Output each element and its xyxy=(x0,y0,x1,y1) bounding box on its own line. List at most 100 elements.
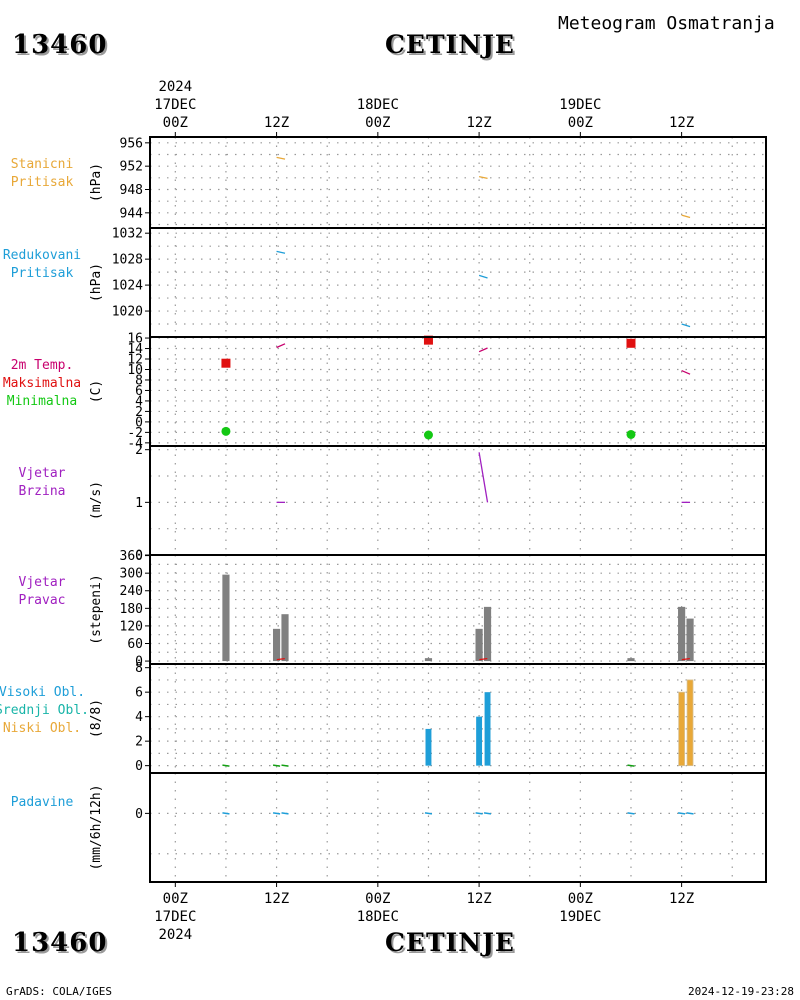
y-tick-label: 0 xyxy=(135,759,143,774)
panel-frame xyxy=(149,663,767,774)
data-segment xyxy=(681,214,691,219)
bottom-axis-hour-label: 12Z xyxy=(466,891,491,907)
panel-param-label: Vjetar xyxy=(19,466,66,481)
data-segment xyxy=(478,347,488,353)
y-tick-label: 360 xyxy=(120,549,143,564)
data-min-temp-point xyxy=(423,430,433,440)
panel-unit-label: (hPa) xyxy=(89,163,104,202)
panel-param-label: Stanicni xyxy=(11,157,74,172)
y-tick-label: 1032 xyxy=(112,227,143,242)
data-segment xyxy=(276,156,286,160)
top-axis-hour-label: 12Z xyxy=(264,115,289,131)
panel-param-label: Maksimalna xyxy=(3,376,81,391)
panel-frame xyxy=(149,227,767,338)
panel-param-label: Brzina xyxy=(19,484,66,499)
data-bar xyxy=(627,658,635,662)
footer-station-id: 13460 xyxy=(12,928,108,958)
data-zero-mark xyxy=(627,812,635,815)
panel-param-label: Pravac xyxy=(19,593,66,608)
data-segment xyxy=(478,274,488,279)
data-zero-mark xyxy=(272,812,281,815)
panel-frame xyxy=(149,554,767,665)
y-tick-label: 60 xyxy=(127,637,143,652)
y-tick-label: 1028 xyxy=(112,253,143,268)
data-bar xyxy=(425,728,432,766)
y-tick-label: 0 xyxy=(135,549,143,564)
data-bar xyxy=(483,606,492,662)
y-tick-label: 944 xyxy=(120,206,144,221)
y-tick-label: 180 xyxy=(120,602,143,617)
y-tick-label: 1020 xyxy=(112,305,143,320)
data-max-temp-point xyxy=(423,335,433,345)
panel-unit-label: (8/8) xyxy=(89,699,104,738)
data-zero-mark xyxy=(272,764,281,767)
data-segment xyxy=(478,176,488,180)
y-tick-label: 2 xyxy=(135,443,143,458)
panel-unit-label: (hPa) xyxy=(89,263,104,302)
y-tick-label: 1024 xyxy=(112,279,143,294)
top-axis-year: 2024 xyxy=(158,79,192,95)
y-tick-label: 10 xyxy=(127,363,143,378)
y-tick-label: 14 xyxy=(127,342,143,357)
grads-credit: GrADS: COLA/IGES xyxy=(6,985,112,998)
panel-param-label: Srednji Obl. xyxy=(0,703,89,718)
data-zero-mark xyxy=(483,812,492,815)
data-zero-mark xyxy=(627,764,635,767)
y-tick-label: -4 xyxy=(127,436,143,451)
data-min-temp-point xyxy=(626,429,636,439)
y-tick-label: 952 xyxy=(120,160,143,175)
top-axis-hour-label: 00Z xyxy=(365,115,390,131)
panel-frame xyxy=(149,136,767,229)
data-zero-mark xyxy=(686,812,694,815)
y-tick-label: 6 xyxy=(135,384,143,399)
y-tick-label: 8 xyxy=(135,661,143,676)
panel-param-label: Vjetar xyxy=(19,575,66,590)
bottom-axis-hour-label: 00Z xyxy=(568,891,593,907)
y-tick-label: 4 xyxy=(135,394,143,409)
y-tick-label: 948 xyxy=(120,183,143,198)
data-bar xyxy=(686,679,694,767)
bottom-axis-day-label: 19DEC xyxy=(559,909,601,925)
y-tick-label: 6 xyxy=(135,686,143,701)
station-name: CETINJE xyxy=(385,30,515,59)
y-tick-label: 4 xyxy=(135,710,143,725)
panel-param-label: Niski Obl. xyxy=(3,721,81,736)
top-axis-hour-label: 00Z xyxy=(163,115,188,131)
data-segment xyxy=(276,250,286,254)
y-tick-label: 2 xyxy=(135,405,143,420)
data-segment xyxy=(276,343,286,349)
y-tick-label: 2 xyxy=(135,735,143,750)
data-segment xyxy=(478,452,489,503)
y-tick-label: 956 xyxy=(120,136,143,151)
top-axis-day-label: 19DEC xyxy=(559,97,601,113)
bottom-axis-hour-label: 12Z xyxy=(669,891,694,907)
panel-frame xyxy=(149,772,767,883)
panel-frame xyxy=(149,445,767,556)
data-min-temp-point xyxy=(221,426,231,436)
panel-frame xyxy=(149,336,767,447)
bottom-axis-year: 2024 xyxy=(158,927,192,943)
top-axis-hour-label: 12Z xyxy=(669,115,694,131)
data-zero-mark xyxy=(222,812,230,815)
bottom-axis-hour-label: 00Z xyxy=(365,891,390,907)
bottom-axis-day-label: 17DEC xyxy=(154,909,196,925)
y-tick-label: 120 xyxy=(120,619,143,634)
panel-param-label: Pritisak xyxy=(11,266,74,281)
data-zero-mark xyxy=(678,812,686,815)
y-tick-label: 0 xyxy=(135,655,143,670)
grid-layer xyxy=(150,137,766,882)
panel-unit-label: (stepeni) xyxy=(89,574,104,644)
data-bar xyxy=(281,614,289,662)
data-bar xyxy=(484,692,491,766)
data-bar xyxy=(272,628,281,662)
panel-param-label: Pritisak xyxy=(11,175,74,190)
panel-param-label: Visoki Obl. xyxy=(0,685,85,700)
y-tick-label: 16 xyxy=(127,332,143,347)
top-axis-day-label: 17DEC xyxy=(154,97,196,113)
data-direction-marker xyxy=(276,658,285,661)
data-zero-mark xyxy=(281,812,289,815)
station-id: 13460 xyxy=(12,30,108,60)
panel-param-label: Padavine xyxy=(11,795,74,810)
top-axis-day-label: 18DEC xyxy=(357,97,399,113)
